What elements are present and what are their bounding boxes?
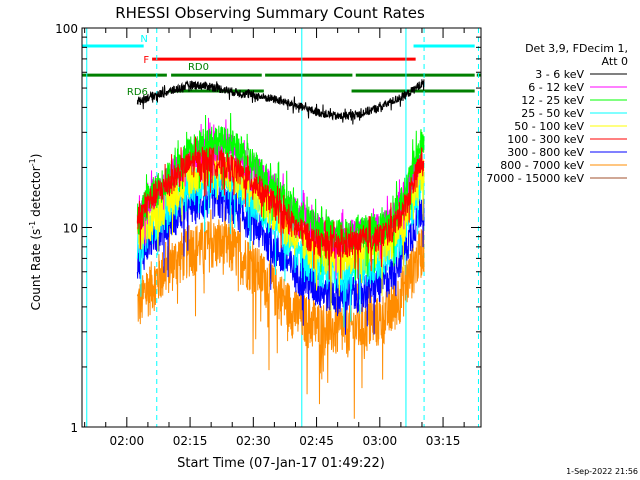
legend-entry-label: 300 - 800 keV [507, 146, 584, 159]
y-tick-label: 100 [55, 22, 78, 36]
series-line [136, 79, 425, 125]
series-line [136, 136, 425, 280]
series-line [136, 206, 425, 419]
x-axis-label: Start Time (07-Jan-17 01:49:22) [177, 456, 385, 471]
legend-entry-label: 3 - 6 keV [535, 68, 584, 81]
y-axis-label: Count Rate (s-1 detector-1) [28, 154, 43, 311]
x-tick-label: 02:45 [299, 434, 334, 448]
x-axis-ticks: 02:00 02:15 02:30 02:45 03:00 03:15 [84, 28, 465, 448]
legend-entry-label: 6 - 12 keV [528, 81, 584, 94]
legend-header-line-1: Det 3,9, FDecim 1, [525, 42, 628, 55]
data-series [136, 79, 425, 419]
chart-title: RHESSI Observing Summary Count Rates [115, 4, 425, 22]
x-tick-label: 02:00 [110, 434, 145, 448]
x-tick-label: 02:15 [173, 434, 208, 448]
legend-header-line-2: Att 0 [602, 55, 628, 68]
legend-entry-label: 50 - 100 keV [514, 120, 584, 133]
x-tick-label: 03:00 [363, 434, 398, 448]
legend-entry-label: 100 - 300 keV [507, 133, 584, 146]
legend-entry-label: 7000 - 15000 keV [486, 172, 584, 185]
y-tick-label: 1 [70, 421, 78, 435]
flag-label-rd6: RD6 [127, 87, 148, 98]
y-axis-ticks: 1 10 100 [55, 22, 481, 435]
x-tick-label: 02:30 [236, 434, 271, 448]
x-tick-label: 03:15 [426, 434, 461, 448]
legend-entry-label: 12 - 25 keV [521, 94, 584, 107]
flag-label-n: N [140, 34, 147, 45]
y-tick-label: 10 [63, 222, 78, 236]
legend-entry-label: 25 - 50 keV [521, 107, 584, 120]
flag-bars: NF RD0 RD6 [82, 34, 481, 98]
footer-date: 1-Sep-2022 21:56 [566, 467, 638, 476]
legend-entry-label: 800 - 7000 keV [500, 159, 584, 172]
flag-label-f: F [143, 55, 149, 66]
flag-label-rd0: RD0 [188, 62, 209, 73]
